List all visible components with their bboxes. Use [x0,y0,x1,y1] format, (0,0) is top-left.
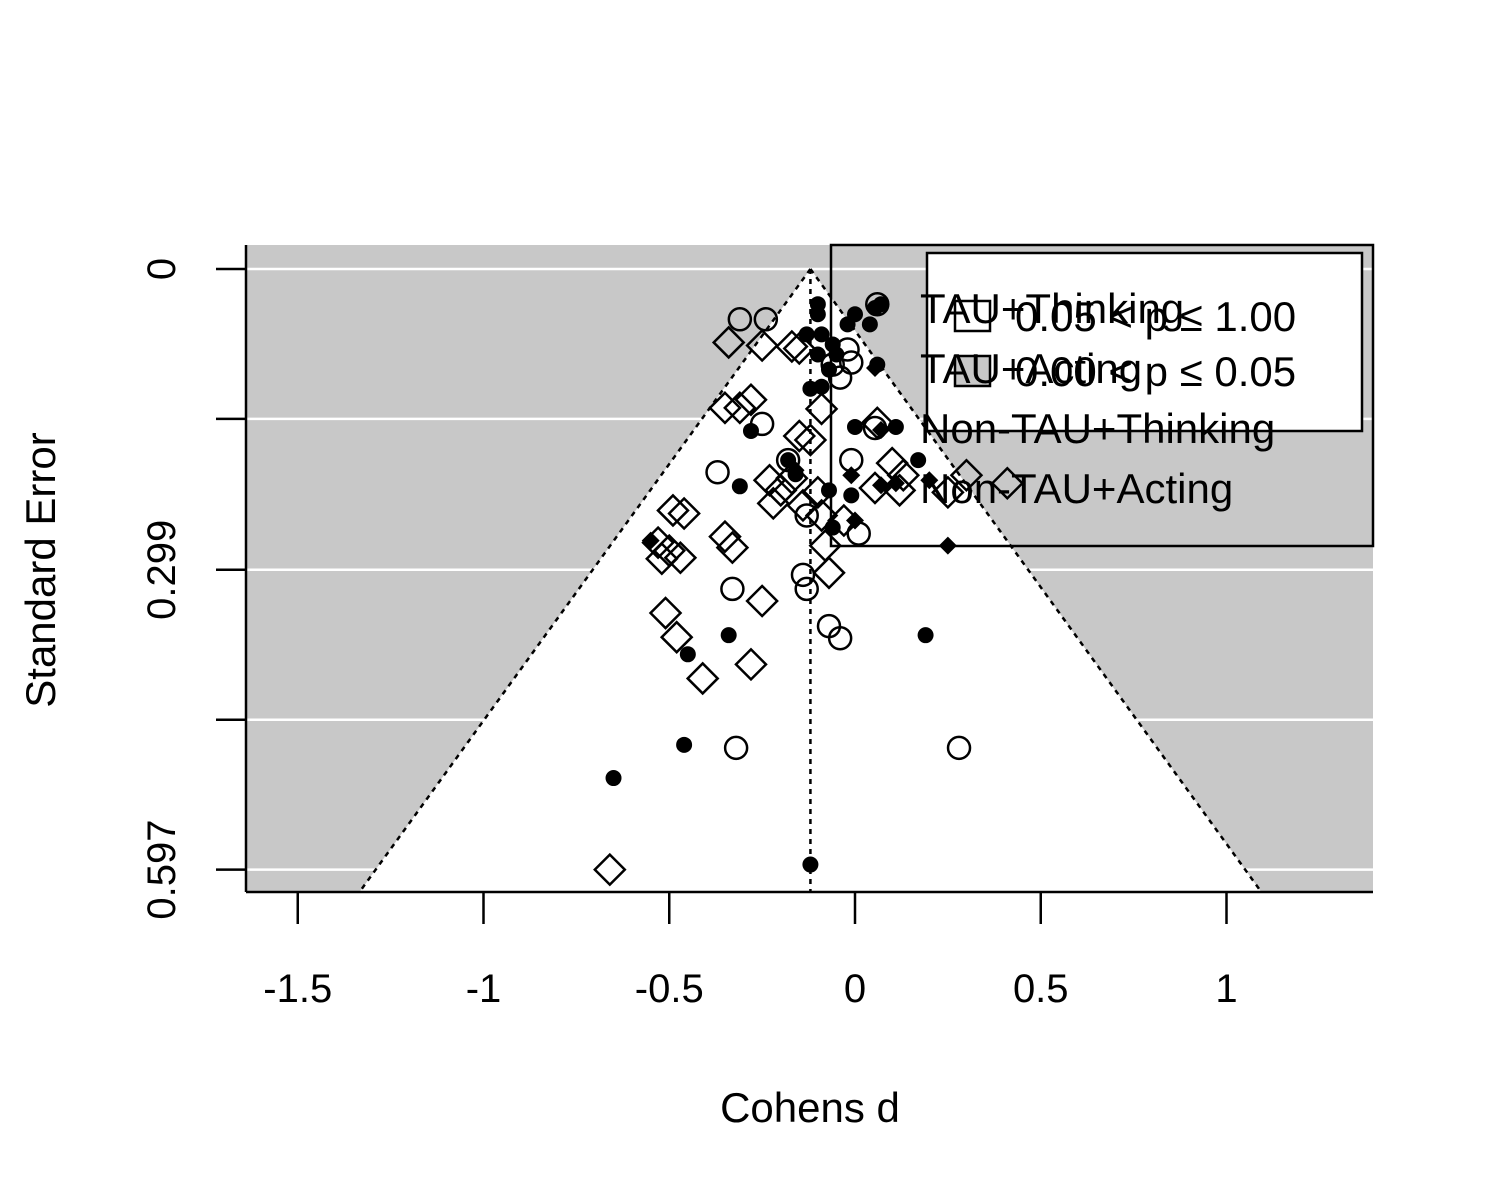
funnel-right-boundary [809,268,1263,892]
point-filled-circle-5 [861,316,878,333]
point-open-diamond-14 [990,466,1025,501]
legend-marker-3 [858,471,892,505]
point-open-circle-3 [835,337,860,362]
point-filled-circle-2 [809,306,826,323]
point-filled-circle-29 [605,770,622,787]
x-tick-label-2: -0.5 [635,967,704,1011]
point-open-diamond-32 [812,556,846,590]
legend-label-series-3: Non-TAU+Acting [920,465,1233,512]
y-tick-label-2: 0.299 [140,520,184,620]
point-open-circle-17 [827,625,853,651]
legend-box-significance [925,251,1364,433]
x-tick-label-0: -1.5 [263,967,332,1011]
point-filled-circle-27 [679,646,696,663]
point-open-circle-10 [705,459,730,485]
x-axis-title: Cohens d [720,1084,900,1131]
point-filled-circle-30 [802,856,819,873]
point-filled-circle-15 [847,418,863,435]
point-open-diamond-40 [827,503,861,538]
funnel-left-boundary [357,268,812,892]
point-open-diamond-1 [745,328,779,363]
point-filled-circle-17 [742,422,759,439]
legend-label-significance-0: 0.05 < p ≤ 1.00 [1015,293,1296,340]
point-open-circle-9 [839,447,864,473]
legend-box-series [829,243,1375,548]
point-open-diamond-0 [711,325,746,360]
point-open-diamond-5 [723,391,757,425]
legend-marker-2 [862,415,888,441]
point-open-diamond-38 [593,852,627,887]
point-open-diamond-13 [949,458,984,492]
y-tick-label-4: 0.597 [140,820,184,920]
y-axis-title: Standard Error [17,432,64,707]
legend-label-series-2: Non-TAU+Thinking [920,405,1275,452]
legend-marker-1 [866,359,884,377]
point-open-circle-6 [827,365,853,390]
point-open-diamond-9 [793,423,828,457]
point-open-circle-14 [720,576,745,602]
point-open-circle-19 [946,735,972,761]
point-open-circle-7 [749,411,775,437]
point-open-circle-0 [727,307,753,332]
point-open-circle-5 [820,352,845,377]
legend-label-series-1: TAU+Acting [920,345,1142,392]
point-open-diamond-12 [886,458,921,492]
x-tick-label-4: 0.5 [1013,967,1069,1011]
funnel-region [357,268,1263,892]
point-open-diamond-6 [734,383,768,417]
point-open-circle-15 [794,576,819,602]
point-open-diamond-18 [756,486,791,521]
legend-swatch-0 [953,299,992,333]
point-open-diamond-25 [708,519,742,554]
point-open-circle-11 [794,503,819,528]
point-open-diamond-19 [786,488,820,523]
point-filled-circle-21 [731,478,748,495]
data-points [593,291,1025,887]
point-open-diamond-34 [648,596,683,630]
point-open-diamond-17 [763,473,798,508]
point-open-circle-18 [723,735,749,761]
point-filled-circle-22 [820,482,837,499]
point-open-circle-13 [790,562,816,588]
point-open-diamond-8 [782,419,817,453]
point-open-diamond-20 [801,475,835,510]
point-filled-circle-25 [720,627,737,644]
point-open-diamond-26 [715,530,750,565]
point-open-circle-1 [753,307,779,332]
point-open-diamond-21 [882,473,917,508]
point-open-diamond-36 [734,647,768,682]
significance-legend: 0.05 < p ≤ 1.00 0.00 < p ≤ 0.05 [925,251,1364,433]
point-filled-circle-23 [843,487,860,504]
legend-label-significance-1: 0.00 < p ≤ 0.05 [1015,348,1296,395]
axes: -1.5 -1 -0.5 0 0.5 1 0 0.299 0.597 [140,245,1373,1011]
y-tick-label-0: 0 [140,258,184,280]
point-open-diamond-24 [667,496,701,531]
point-open-diamond-2 [775,329,809,364]
point-open-diamond-22 [931,475,965,510]
point-open-diamond-37 [685,661,720,696]
x-tick-label-5: 1 [1215,967,1237,1011]
point-filled-circle-14 [802,380,819,397]
point-open-diamond-33 [745,584,779,618]
point-open-diamond-4 [708,391,742,425]
point-filled-circle-26 [917,627,934,644]
point-filled-circle-4 [839,316,856,333]
series-legend: TAU+Thinking TAU+Acting Non-TAU+Thinking No… [829,243,1375,548]
point-filled-circle-7 [813,326,830,343]
legend-marker-0 [867,300,883,316]
point-open-diamond-31 [645,541,679,576]
x-tick-label-1: -1 [466,967,502,1011]
point-open-diamond-23 [656,493,690,528]
point-open-circle-12 [846,521,871,546]
point-filled-circle-19 [910,452,927,469]
point-open-circle-8 [775,447,801,473]
legend-label-series-0: TAU+Thinking [920,285,1184,332]
point-filled-circle-28 [676,736,693,753]
x-tick-label-3: 0 [844,967,866,1011]
point-open-diamond-3 [782,331,817,366]
point-filled-diamond-6 [920,471,939,490]
point-open-diamond-35 [659,620,694,654]
legend-swatch-1 [953,354,992,388]
